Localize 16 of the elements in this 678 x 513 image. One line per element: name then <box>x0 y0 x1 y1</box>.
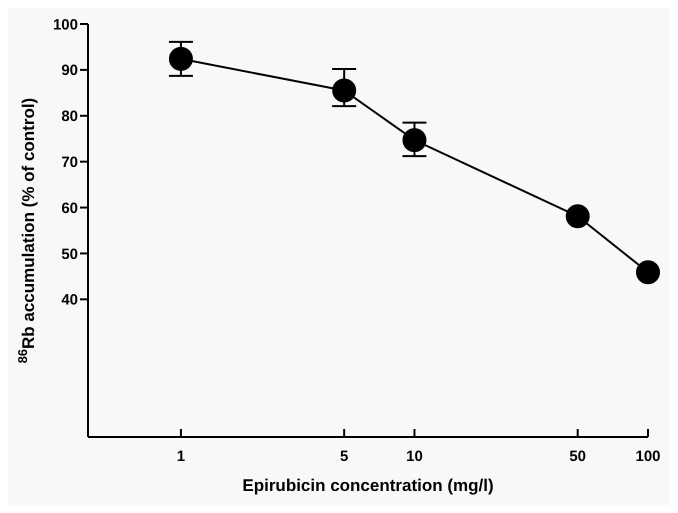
y-tick-label: 90 <box>61 62 78 80</box>
x-tick-label: 5 <box>340 448 348 465</box>
y-tick-label: 70 <box>61 154 78 171</box>
x-axis-title: Epirubicin concentration (mg/l) <box>242 476 494 495</box>
x-tick-label: 50 <box>569 448 586 465</box>
y-tick-label: 80 <box>61 108 78 126</box>
point <box>168 46 193 71</box>
x-tick-label: 1 <box>176 448 186 465</box>
y-tick-label: 40 <box>61 292 78 309</box>
point <box>636 260 660 284</box>
x-tick-label: 10 <box>406 448 423 465</box>
y-tick-label: 60 <box>61 200 78 217</box>
point <box>402 128 426 152</box>
x-tick-label: 100 <box>635 448 661 465</box>
y-tick-label: 50 <box>61 246 78 263</box>
y-tick-label: 100 <box>52 16 78 34</box>
